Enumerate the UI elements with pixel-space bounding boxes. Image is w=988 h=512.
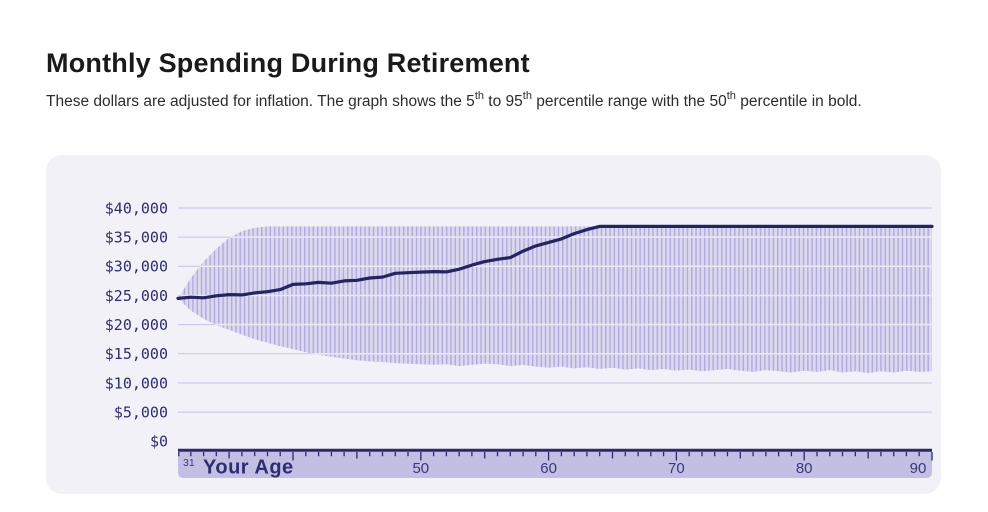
y-tick-label: $20,000	[105, 316, 168, 334]
median-line	[176, 224, 934, 300]
x-tick-label: 90	[910, 460, 927, 477]
x-axis-band	[178, 449, 932, 478]
y-tick-label: $0	[150, 433, 168, 451]
y-tick-label: $35,000	[105, 228, 168, 246]
page-title: Monthly Spending During Retirement	[46, 48, 530, 78]
x-start-label: 31	[183, 457, 195, 469]
subtitle-superscript: th	[522, 89, 532, 102]
y-tick-label: $5,000	[114, 403, 168, 421]
page-subtitle: These dollars are adjusted for inflation…	[46, 88, 918, 115]
subtitle-text: percentile in bold.	[735, 93, 862, 110]
y-tick-label: $40,000	[105, 199, 168, 217]
x-axis-title: Your Age	[203, 457, 294, 479]
percentile-band	[178, 226, 932, 374]
y-tick-label: $15,000	[105, 345, 168, 363]
y-tick-label: $30,000	[105, 258, 168, 276]
y-tick-label: $25,000	[105, 287, 168, 305]
x-tick-label: 70	[668, 460, 685, 477]
subtitle-superscript: th	[474, 89, 484, 102]
chart-card: 50 60 70 80 90 31 Your Age $40,000 $35,000 $30,0…	[46, 155, 941, 494]
y-axis-labels: $40,000 $35,000 $30,000 $25,000 $20,000 $15,0…	[105, 199, 168, 450]
x-tick-label: 50	[412, 460, 429, 477]
x-axis: 50 60 70 80 90 31 Your Age	[178, 448, 933, 479]
monthly-spending-chart[interactable]: 50 60 70 80 90 31 Your Age $40,000 $35,000 $30,0…	[46, 155, 941, 494]
subtitle-text: to 95	[484, 93, 523, 110]
subtitle-text: These dollars are adjusted for inflation…	[46, 93, 475, 110]
x-tick-label: 80	[796, 460, 813, 477]
subtitle-superscript: th	[726, 89, 736, 102]
x-tick-label: 60	[540, 460, 557, 477]
y-tick-label: $10,000	[105, 374, 168, 392]
subtitle-text: percentile range with the 50	[531, 93, 727, 110]
